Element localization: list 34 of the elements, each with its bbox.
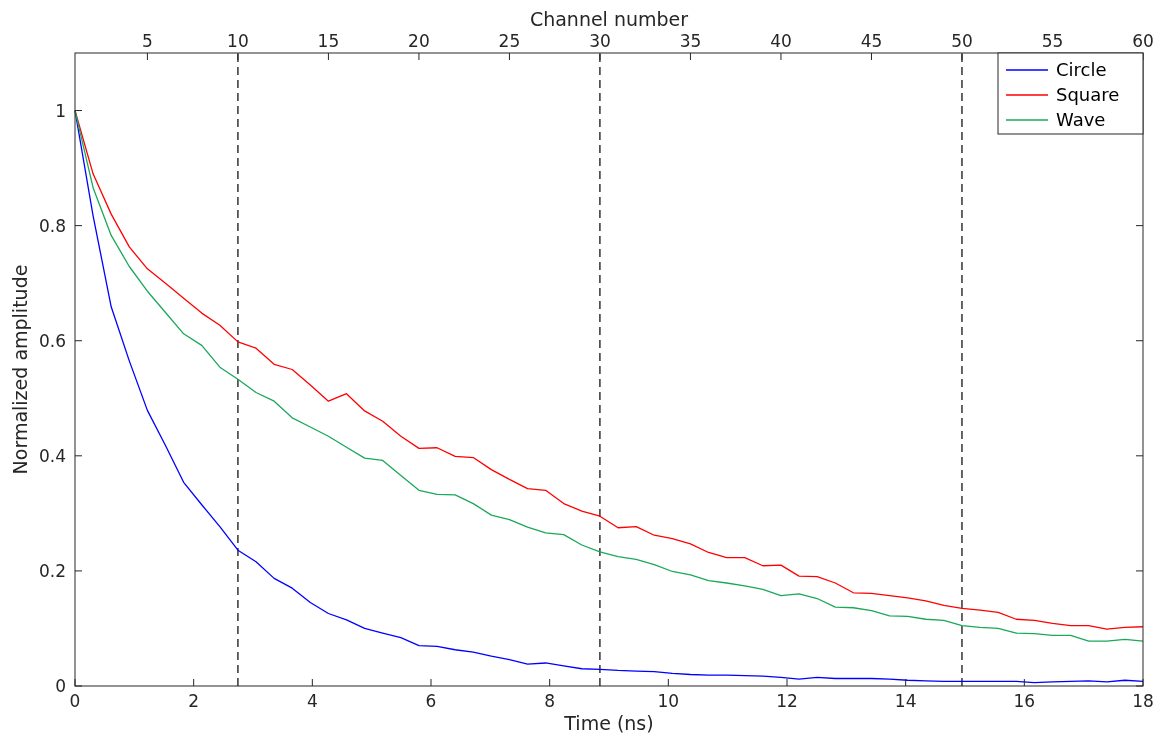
x2-tick-label: 5 (141, 31, 153, 51)
y-tick-label: 1 (55, 100, 66, 121)
x2-tick-label: 20 (408, 31, 430, 51)
x2-tick-label: 55 (1041, 31, 1064, 51)
legend-label: Square (1056, 84, 1120, 105)
legend-label: Wave (1056, 109, 1106, 130)
x-tick-label: 14 (894, 691, 917, 711)
x-tick-label: 16 (1013, 691, 1036, 711)
x2-tick-label: 50 (951, 31, 973, 51)
x2-axis-title: Channel number (529, 8, 689, 30)
x-axis-title: Time (ns) (563, 712, 654, 734)
x2-tick-label: 30 (589, 31, 611, 51)
y-axis-title: Normalized amplitude (9, 264, 31, 475)
x-tick-label: 0 (69, 691, 81, 711)
y-tick-label: 0.2 (38, 560, 66, 581)
y-tick-label: 0.4 (38, 445, 66, 466)
x2-tick-label: 25 (498, 31, 521, 51)
x2-tick-label: 60 (1132, 31, 1154, 51)
y-tick-label: 0.6 (38, 330, 66, 351)
y-tick-label: 0.8 (38, 215, 66, 236)
legend-label: Circle (1056, 59, 1107, 80)
x2-tick-label: 40 (770, 31, 792, 51)
x-tick-label: 4 (306, 691, 318, 711)
x-tick-label: 2 (188, 691, 200, 711)
x-tick-label: 10 (657, 691, 680, 711)
x-tick-label: 18 (1132, 691, 1154, 711)
x2-tick-label: 15 (317, 31, 340, 51)
x-tick-label: 6 (425, 691, 437, 711)
x-tick-label: 8 (544, 691, 556, 711)
x2-tick-label: 45 (860, 31, 883, 51)
x2-tick-label: 35 (679, 31, 702, 51)
y-tick-label: 0 (55, 676, 66, 696)
x2-tick-label: 10 (227, 31, 249, 51)
x-tick-label: 12 (776, 691, 798, 711)
